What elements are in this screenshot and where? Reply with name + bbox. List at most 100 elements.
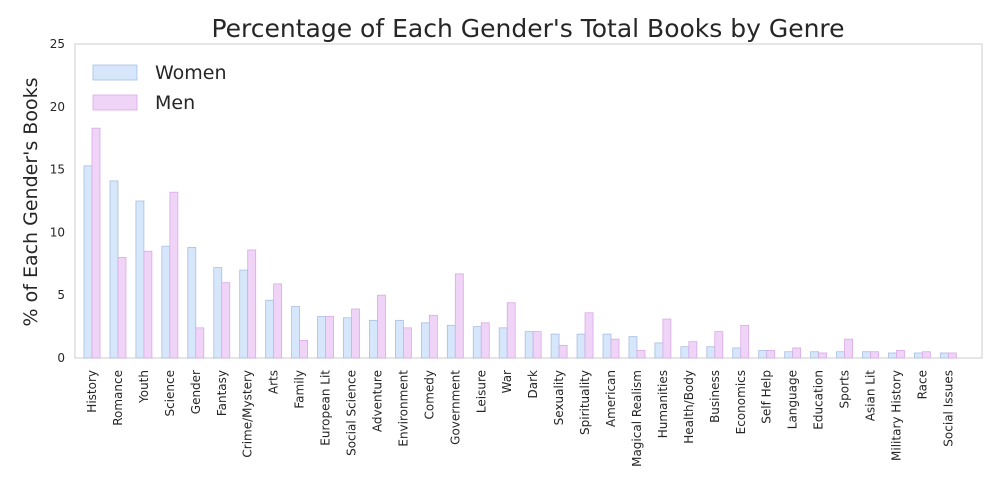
bar-women-16 [498,327,508,359]
x-tick-label: Magical Realism [630,370,644,467]
legend: Women Men [92,62,227,114]
x-tick-label: Science [163,370,177,417]
bar-women-17 [524,331,534,359]
x-tick-label: Crime/Mystery [241,370,255,458]
bar-men-16 [506,302,516,359]
plot-area-frame [74,43,983,359]
x-tick-label: Government [448,370,462,445]
bar-men-26 [766,350,776,359]
x-tick-label: Adventure [370,370,384,432]
bar-men-22 [662,318,672,359]
x-tick-label: Leisure [474,370,488,413]
bar-men-12 [402,327,412,359]
x-tick-label: Humanities [656,370,670,438]
bar-women-8 [291,306,301,359]
x-tick-label: Sports [838,370,852,408]
bar-men-2 [143,250,153,359]
x-tick-label: Economics [734,370,748,434]
x-tick-label: Spirituality [578,370,592,435]
bar-men-7 [273,283,283,359]
bar-men-18 [558,345,568,359]
bar-women-28 [810,351,819,359]
bar-women-20 [602,333,612,359]
bar-men-33 [947,352,957,359]
bar-women-2 [135,200,145,359]
x-tick-label: Family [293,370,307,409]
x-tick-label: Environment [396,370,410,447]
x-axis-ticks: History Romance Youth Science Gender Fantasy C… [85,370,955,467]
x-tick-label: American [604,370,618,427]
x-tick-label: Self Help [760,370,774,424]
bar-women-25 [732,347,742,359]
x-tick-label: Fantasy [215,370,229,416]
y-tick-label: 10 [50,225,65,239]
bar-women-30 [862,351,871,359]
bar-women-10 [343,317,352,359]
x-tick-label: Business [708,370,722,423]
bar-men-6 [247,249,257,359]
legend-swatch-men [92,94,138,111]
y-tick-label: 0 [57,351,65,365]
bar-men-4 [195,327,205,359]
bar-men-0 [91,127,101,359]
bar-men-30 [870,351,879,359]
bar-women-15 [472,326,482,359]
y-tick-label: 5 [57,288,65,302]
bars [83,127,957,359]
bar-women-1 [109,180,119,359]
bar-women-11 [369,319,378,359]
bar-women-26 [758,350,768,359]
bar-men-3 [169,191,179,359]
bar-men-31 [896,350,905,359]
bar-men-29 [844,338,853,359]
x-tick-label: War [500,370,514,393]
x-tick-label: Comedy [422,370,436,420]
bar-men-17 [532,331,542,359]
x-tick-label: Health/Body [682,370,696,444]
bar-women-32 [914,352,923,359]
bar-women-14 [446,324,456,359]
bar-men-27 [792,347,802,359]
x-tick-label: Race [915,370,929,399]
bar-men-24 [714,331,724,359]
bar-women-12 [394,319,404,359]
bar-women-4 [187,247,197,359]
bar-women-27 [784,351,794,359]
bar-men-25 [740,324,750,359]
bar-women-29 [836,351,845,359]
x-tick-label: Sexuality [552,370,566,425]
legend-swatch-women [92,64,138,81]
bar-men-15 [480,322,490,359]
x-tick-label: Romance [111,370,125,426]
bar-men-20 [610,338,620,359]
bar-men-21 [636,350,646,359]
legend-label-women: Women [155,62,227,84]
x-tick-label: Youth [137,370,151,404]
bar-men-9 [325,316,334,359]
y-axis-label: % of Each Gender's Books [20,78,42,327]
bar-men-14 [454,273,464,359]
bar-women-18 [550,333,560,359]
x-tick-label: Language [786,370,800,429]
bar-women-5 [213,267,223,359]
bar-men-8 [299,340,309,359]
y-tick-label: 20 [50,100,65,114]
x-tick-label: Arts [267,370,281,394]
bar-women-19 [576,333,586,359]
x-tick-label: European Lit [319,370,333,446]
bar-women-7 [265,299,275,359]
bar-men-32 [922,351,931,359]
chart-title: Percentage of Each Gender's Total Books … [211,14,844,43]
bar-women-22 [654,342,664,359]
bar-men-10 [351,308,360,359]
bar-women-33 [939,352,949,359]
x-tick-label: Dark [526,370,540,399]
bar-men-19 [584,312,594,359]
legend-label-men: Men [155,92,195,114]
x-tick-label: Gender [189,370,203,414]
bar-men-13 [428,314,438,359]
bar-men-5 [221,282,231,359]
y-tick-label: 25 [50,37,65,51]
y-tick-label: 15 [50,163,65,177]
